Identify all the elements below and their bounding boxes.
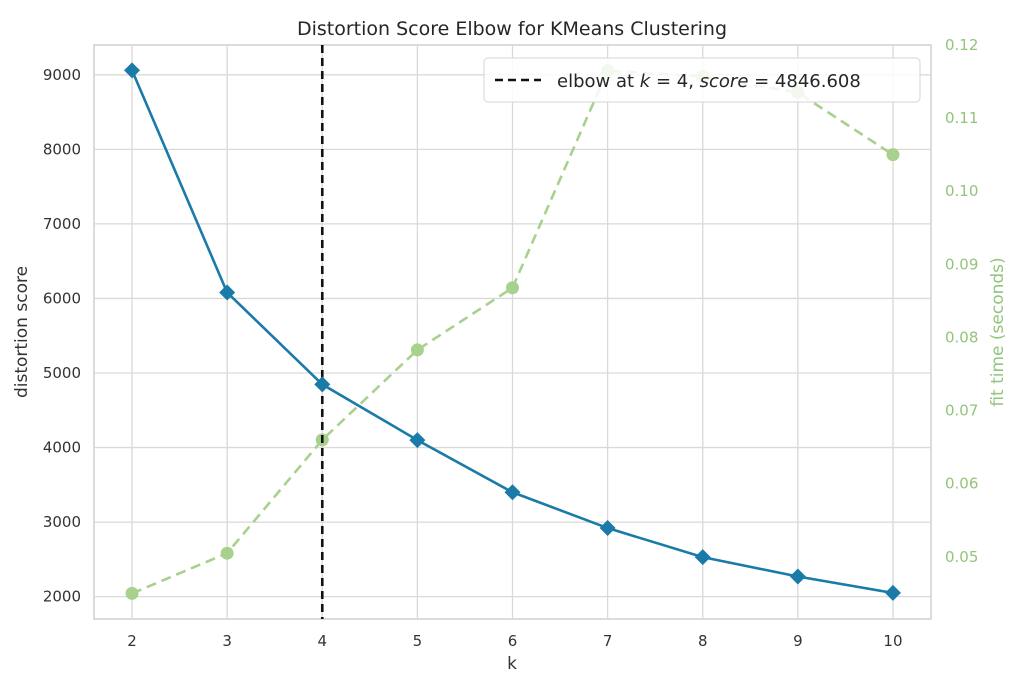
x-tick-label: 9 (793, 632, 803, 650)
fit-time-point (410, 343, 424, 357)
y2-axis-label: fit time (seconds) (988, 257, 1008, 406)
distortion-point (694, 549, 711, 566)
distortion-point (314, 376, 331, 393)
y2-tick-label: 0.05 (945, 548, 978, 566)
y2-axis-ticks: 0.05 0.06 0.07 0.08 0.09 0.10 0.11 0.12 (945, 36, 978, 566)
chart-title: Distortion Score Elbow for KMeans Cluste… (297, 18, 727, 40)
legend: elbow at k = 4, score = 4846.608 (483, 57, 921, 103)
fit-time-point (506, 281, 519, 295)
x-tick-label: 4 (317, 632, 327, 650)
distortion-point (409, 432, 426, 449)
x-tick-label: 10 (883, 632, 902, 650)
y2-tick-label: 0.12 (945, 36, 978, 54)
legend-label: elbow at k = 4, score = 4846.608 (557, 71, 861, 92)
distortion-point (599, 520, 616, 537)
fit-time-point (886, 148, 900, 162)
x-tick-label: 2 (127, 632, 137, 650)
y-axis-label: distortion score (12, 266, 32, 398)
distortion-point (884, 584, 901, 601)
legend-label-k: k (640, 71, 652, 92)
distortion-point (789, 568, 806, 585)
legend-label-prefix: elbow at (557, 71, 640, 92)
x-tick-label: 5 (413, 632, 423, 650)
y-tick-label: 9000 (43, 66, 81, 84)
fit-time-line (131, 69, 894, 595)
legend-label-eq2: = 4846.608 (748, 71, 860, 92)
x-tick-label: 3 (222, 632, 232, 650)
distortion-series (124, 62, 901, 601)
y-tick-label: 8000 (43, 140, 81, 158)
x-axis-label: k (507, 654, 517, 674)
y2-tick-label: 0.07 (945, 402, 978, 420)
fit-time-point (125, 586, 139, 600)
x-axis-ticks: 2 3 4 5 6 7 8 9 10 (127, 632, 902, 650)
y-tick-label: 6000 (43, 289, 81, 307)
x-tick-label: 7 (603, 632, 613, 650)
y-tick-label: 4000 (43, 439, 81, 457)
y2-tick-label: 0.10 (945, 182, 978, 200)
x-tick-label: 8 (698, 632, 708, 650)
y2-tick-label: 0.09 (945, 255, 978, 273)
y2-tick-label: 0.11 (945, 109, 978, 127)
y-tick-label: 7000 (43, 215, 81, 233)
y-tick-label: 2000 (43, 588, 81, 606)
y2-tick-label: 0.06 (945, 475, 978, 493)
y-tick-label: 5000 (43, 364, 81, 382)
distortion-point (124, 62, 141, 79)
legend-label-score: score (700, 71, 749, 92)
y-tick-label: 3000 (43, 513, 81, 531)
distortion-point (504, 484, 521, 501)
legend-label-eq1: = 4, (650, 71, 699, 92)
x-tick-label: 6 (508, 632, 518, 650)
fit-time-point (220, 546, 234, 560)
y2-tick-label: 0.08 (945, 328, 978, 346)
legend-box (483, 57, 921, 103)
y-axis-ticks: 2000 3000 4000 5000 6000 7000 8000 9000 (43, 66, 81, 606)
distortion-point (219, 284, 236, 301)
